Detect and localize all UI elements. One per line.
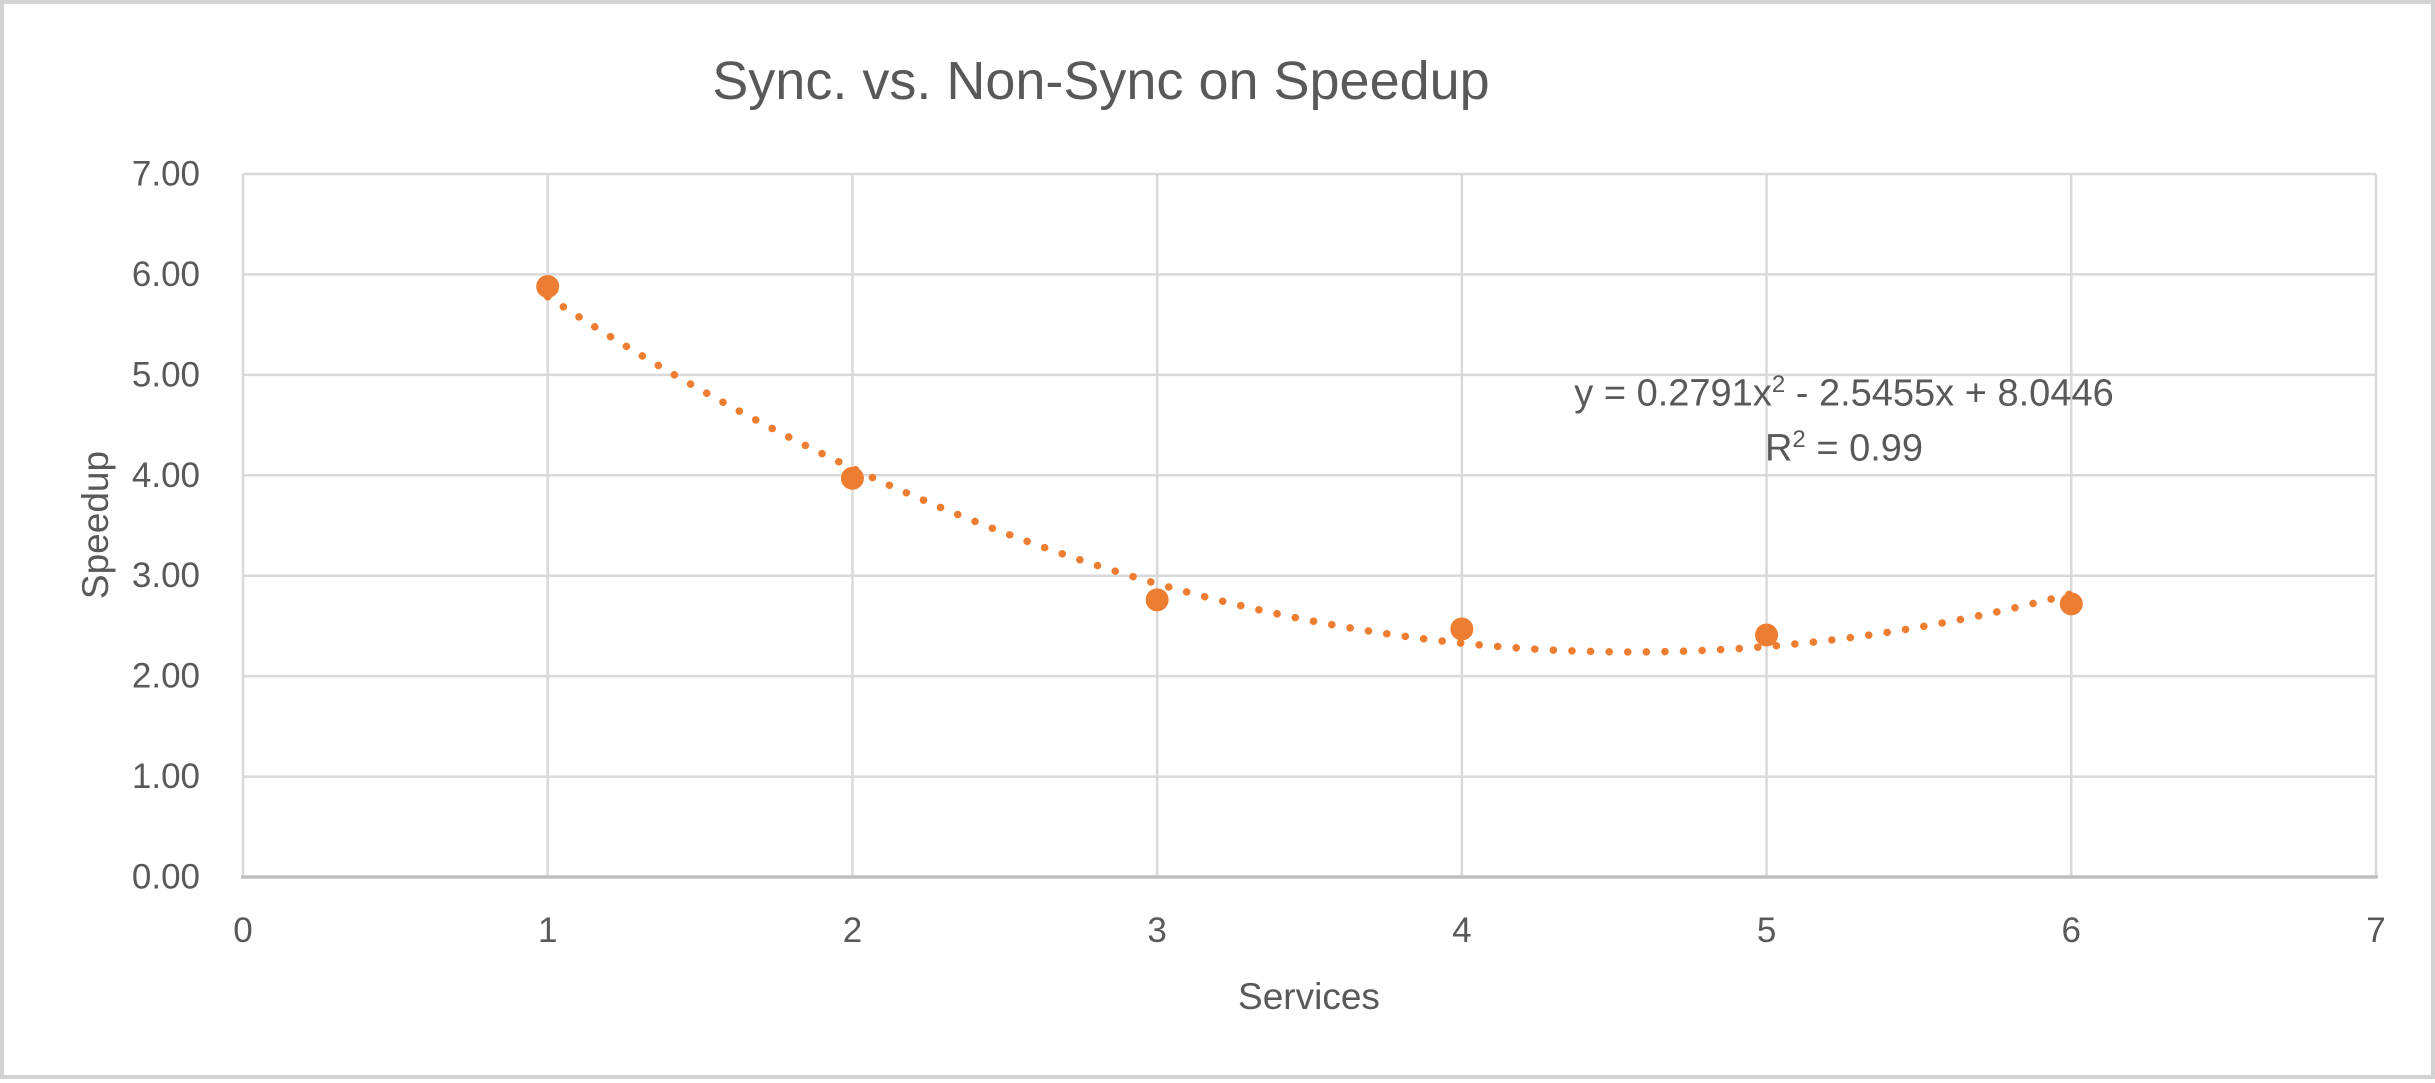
x-tick-label: 1 <box>538 911 557 950</box>
x-tick-label: 7 <box>2366 911 2385 950</box>
data-point <box>536 274 560 298</box>
data-point <box>2059 592 2083 616</box>
y-tick-label: 4.00 <box>132 456 200 495</box>
x-tick-label: 4 <box>1452 911 1471 950</box>
x-tick-label: 3 <box>1147 911 1166 950</box>
data-point <box>1145 588 1169 612</box>
x-tick-label: 0 <box>233 911 252 950</box>
x-tick-label: 5 <box>1757 911 1776 950</box>
y-tick-label: 3.00 <box>132 556 200 595</box>
y-tick-label: 2.00 <box>132 657 200 696</box>
trendline-equation: y = 0.2791x2 - 2.5455x + 8.0446 <box>1574 371 2114 415</box>
y-tick-label: 1.00 <box>132 757 200 796</box>
x-tick-label: 6 <box>2062 911 2081 950</box>
trendline-annotation: y = 0.2791x2 - 2.5455x + 8.0446 R2 = 0.9… <box>1574 362 2113 471</box>
y-tick-label: 5.00 <box>132 355 200 394</box>
y-tick-label: 0.00 <box>132 858 200 897</box>
plot-area: 0.00 1.00 2.00 3.00 4.00 5.00 6.00 7.00 0 1 2 3 4 5 6 7 <box>132 155 2386 951</box>
data-point <box>1755 623 1779 647</box>
data-point <box>1450 617 1474 641</box>
data-point <box>840 466 864 490</box>
r-squared-label: R2 = 0.99 <box>1764 425 1924 470</box>
x-tick-label: 2 <box>843 911 862 950</box>
y-axis-title: Speedup <box>75 450 116 600</box>
y-tick-label: 6.00 <box>132 255 200 294</box>
chart-title: Sync. vs. Non-Sync on Speedup <box>712 51 1490 111</box>
y-tick-label: 7.00 <box>132 155 200 194</box>
x-axis-title: Services <box>1238 976 1380 1017</box>
